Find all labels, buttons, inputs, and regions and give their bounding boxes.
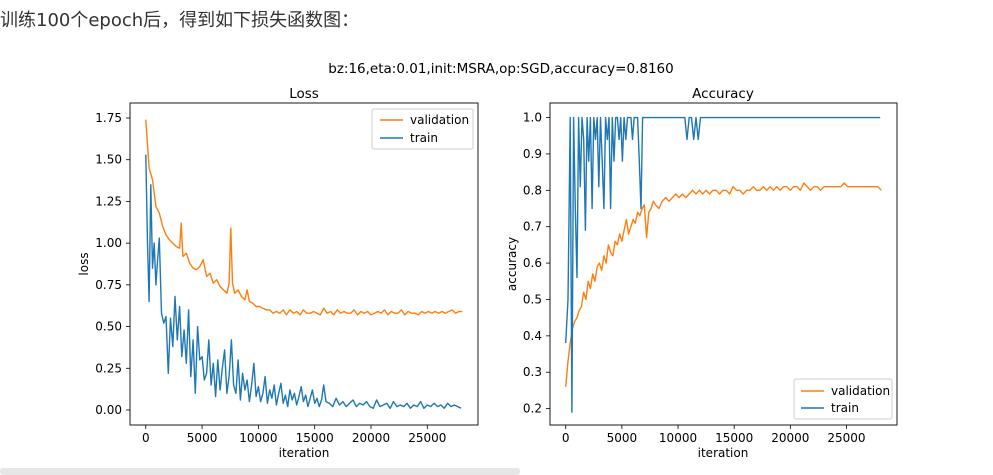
accuracy-validation-line	[565, 182, 882, 387]
loss-chart-title: Loss	[289, 86, 319, 102]
accuracy-train-line	[565, 116, 881, 413]
accuracy-y-tick-label: 0.3	[523, 365, 542, 379]
accuracy-x-tick-label: 20000	[771, 431, 809, 445]
loss-y-tick-label: 1.50	[95, 153, 122, 167]
loss-y-tick-label: 0.75	[95, 278, 122, 292]
figure-suptitle: bz:16,eta:0.01,init:MSRA,op:SGD,accuracy…	[328, 61, 673, 77]
accuracy-y-tick-label: 0.2	[523, 402, 542, 416]
accuracy-chart-title: Accuracy	[692, 86, 754, 102]
loss-legend-box	[371, 108, 474, 150]
loss-x-tick-label: 15000	[296, 431, 334, 445]
accuracy-legend-box	[793, 378, 893, 420]
accuracy-x-tick-label: 5000	[607, 431, 638, 445]
accuracy-y-axis-label: accuracy	[505, 237, 519, 291]
accuracy-y-tick-label: 0.9	[523, 147, 542, 161]
loss-ticks: 0 5000 10000 15000 20000 25000 0.00 0.25 0.50 0.7…	[95, 111, 446, 445]
loss-x-tick-label: 5000	[187, 431, 218, 445]
accuracy-legend-validation-label: validation	[831, 384, 890, 398]
loss-y-axis-label: loss	[77, 252, 91, 275]
accuracy-x-tick-label: 10000	[659, 431, 697, 445]
accuracy-x-tick-label: 0	[562, 431, 570, 445]
loss-y-tick-label: 0.50	[95, 320, 122, 334]
loss-x-tick-label: 10000	[239, 431, 277, 445]
loss-x-tick-label: 0	[142, 431, 150, 445]
loss-x-axis-label: iteration	[279, 446, 330, 460]
loss-y-tick-label: 1.75	[95, 111, 122, 125]
loss-legend: validation train	[371, 108, 474, 150]
accuracy-chart: Accuracy 0 5000 10000 15000 20000 25000 0.2 0.3…	[505, 86, 898, 460]
accuracy-y-tick-label: 0.6	[523, 256, 542, 270]
accuracy-x-tick-label: 15000	[715, 431, 753, 445]
accuracy-legend: validation train	[793, 378, 893, 420]
accuracy-x-axis-label: iteration	[698, 446, 749, 460]
loss-train-line	[145, 154, 462, 409]
accuracy-lines	[565, 116, 882, 413]
loss-plot-frame	[129, 102, 479, 426]
accuracy-y-tick-label: 0.4	[523, 329, 542, 343]
accuracy-ticks: 0 5000 10000 15000 20000 25000 0.2 0.3 0.4 0.5 0.6…	[523, 111, 866, 445]
accuracy-y-tick-label: 0.8	[523, 183, 542, 197]
loss-y-tick-label: 1.25	[95, 194, 122, 208]
accuracy-x-tick-label: 25000	[827, 431, 865, 445]
loss-x-tick-label: 25000	[408, 431, 446, 445]
loss-validation-line	[145, 119, 463, 316]
loss-y-tick-label: 0.25	[95, 361, 122, 375]
accuracy-y-tick-label: 0.5	[523, 292, 542, 306]
loss-legend-train-label: train	[410, 131, 438, 145]
loss-chart: Loss 0 5000 10000 15000 20000 25000 0.00 0.25 0.…	[77, 86, 479, 460]
loss-legend-validation-label: validation	[410, 113, 469, 127]
loss-y-tick-label: 0.00	[95, 403, 122, 417]
accuracy-plot-frame	[549, 102, 898, 426]
horizontal-scrollbar[interactable]	[0, 468, 520, 475]
accuracy-legend-train-label: train	[831, 401, 859, 415]
loss-x-tick-label: 20000	[352, 431, 390, 445]
loss-y-tick-label: 1.00	[95, 236, 122, 250]
accuracy-y-tick-label: 0.7	[523, 220, 542, 234]
accuracy-y-tick-label: 1.0	[523, 111, 542, 125]
loss-lines	[145, 119, 463, 409]
intro-text: 训练100个epoch后，得到如下损失函数图：	[0, 10, 360, 31]
